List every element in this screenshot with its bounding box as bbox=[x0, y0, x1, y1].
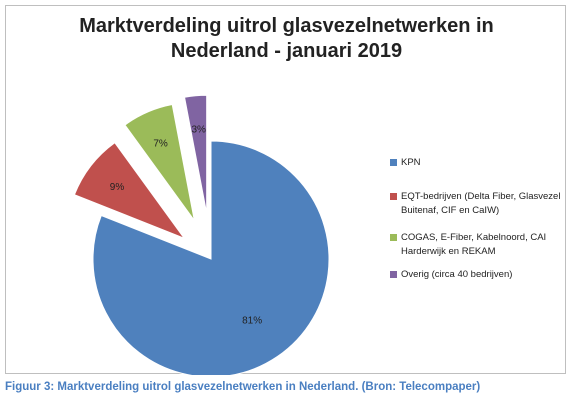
legend-swatch-cogas bbox=[390, 234, 397, 241]
pie-slice-kpn bbox=[92, 140, 330, 375]
chart-title: Marktverdeling uitrol glasvezelnetwerken… bbox=[6, 14, 567, 64]
pie-slice-overig bbox=[183, 94, 208, 214]
pie-label-eqt: 9% bbox=[110, 182, 125, 193]
pie-label-cogas: 7% bbox=[153, 138, 168, 149]
pie-label-overig: 3% bbox=[191, 125, 206, 136]
chart-title-line-2: Nederland - januari 2019 bbox=[170, 40, 403, 62]
pie-slice-eqt bbox=[73, 141, 186, 240]
legend-label-kpn: KPN bbox=[401, 157, 421, 168]
legend-swatch-overig bbox=[390, 271, 397, 278]
pie-chart: 81% 9% 7% 3% bbox=[73, 94, 330, 375]
figure-caption: Figuur 3: Marktverdeling uitrol glasveze… bbox=[5, 381, 481, 393]
pie-label-kpn: 81% bbox=[242, 316, 262, 327]
legend-label-overig: Overig (circa 40 bedrijven) bbox=[401, 269, 513, 280]
chart-frame: Marktverdeling uitrol glasvezelnetwerken… bbox=[5, 5, 567, 375]
legend-label-cogas: COGAS, E-Fiber, Kabelnoord, CAI Harderwi… bbox=[401, 232, 547, 257]
legend-swatch-eqt bbox=[390, 193, 397, 200]
legend-swatch-kpn bbox=[390, 159, 397, 166]
chart-title-line-1: Marktverdeling uitrol glasvezelnetwerken… bbox=[79, 15, 494, 37]
legend-label-eqt: EQT-bedrijven (Delta Fiber, Glasvezel Bu… bbox=[401, 191, 561, 216]
pie-slice-cogas bbox=[124, 103, 195, 221]
